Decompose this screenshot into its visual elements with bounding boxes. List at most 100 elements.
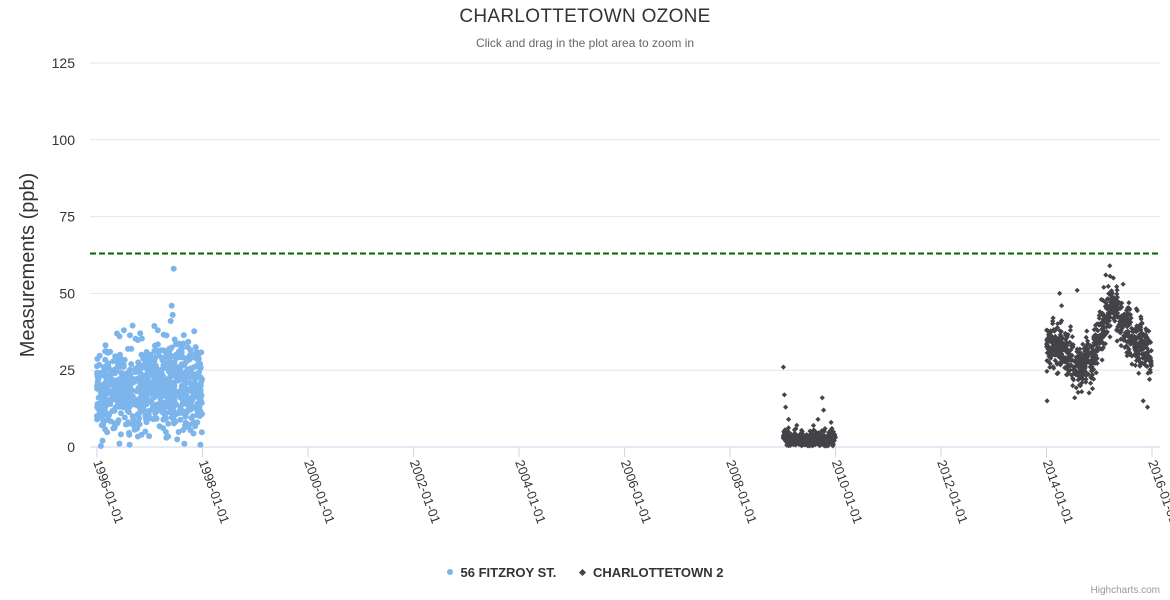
data-point[interactable] — [1094, 321, 1100, 327]
legend-item-fitzroy[interactable]: 56 FITZROY ST. — [446, 565, 556, 580]
data-point[interactable] — [782, 436, 788, 442]
data-point[interactable] — [1056, 349, 1062, 356]
data-point[interactable] — [198, 429, 205, 436]
data-point[interactable] — [150, 369, 156, 376]
data-point[interactable] — [159, 385, 166, 392]
data-point[interactable] — [173, 388, 179, 395]
data-point[interactable] — [1044, 327, 1050, 333]
data-point[interactable] — [178, 376, 185, 383]
data-point[interactable] — [120, 362, 127, 369]
data-point[interactable] — [1085, 338, 1091, 344]
data-point[interactable] — [151, 323, 158, 329]
data-point[interactable] — [1141, 360, 1147, 367]
data-point[interactable] — [1065, 370, 1071, 376]
data-point[interactable] — [786, 416, 792, 422]
data-point[interactable] — [160, 416, 167, 423]
data-point[interactable] — [1081, 345, 1087, 352]
data-point[interactable] — [139, 394, 146, 401]
data-point[interactable] — [153, 385, 160, 392]
data-point[interactable] — [1075, 389, 1081, 395]
data-point[interactable] — [1063, 372, 1070, 378]
data-point[interactable] — [198, 377, 205, 384]
data-point[interactable] — [102, 426, 109, 433]
data-point[interactable] — [1074, 287, 1080, 293]
data-point[interactable] — [119, 382, 126, 389]
data-point[interactable] — [97, 443, 104, 449]
data-point[interactable] — [1143, 326, 1149, 332]
data-point[interactable] — [1067, 352, 1073, 358]
data-point[interactable] — [154, 347, 160, 354]
data-point[interactable] — [1121, 337, 1127, 343]
data-point[interactable] — [780, 364, 786, 370]
data-point[interactable] — [1065, 367, 1071, 373]
data-point[interactable] — [1058, 329, 1064, 335]
data-point[interactable] — [175, 410, 182, 417]
data-point[interactable] — [1144, 404, 1151, 410]
data-point[interactable] — [1101, 324, 1107, 330]
data-point[interactable] — [1125, 310, 1131, 316]
data-point[interactable] — [1052, 333, 1058, 339]
data-point[interactable] — [159, 401, 166, 408]
data-point[interactable] — [1104, 313, 1111, 319]
data-point[interactable] — [1045, 328, 1051, 334]
data-point[interactable] — [1142, 340, 1149, 346]
data-point[interactable] — [1100, 334, 1106, 340]
data-point[interactable] — [138, 335, 145, 342]
data-point[interactable] — [793, 432, 799, 438]
data-point[interactable] — [174, 436, 181, 443]
data-point[interactable] — [1052, 327, 1058, 333]
data-point[interactable] — [124, 381, 131, 388]
data-point[interactable] — [1089, 368, 1095, 374]
data-point[interactable] — [1127, 352, 1133, 358]
data-point[interactable] — [1139, 347, 1145, 353]
data-point[interactable] — [1119, 320, 1125, 327]
data-point[interactable] — [1126, 346, 1132, 352]
data-point[interactable] — [187, 373, 194, 380]
data-point[interactable] — [1147, 369, 1153, 375]
data-point[interactable] — [143, 416, 149, 423]
data-point[interactable] — [1147, 356, 1153, 362]
data-point[interactable] — [183, 385, 190, 392]
data-point[interactable] — [165, 420, 172, 427]
data-point[interactable] — [175, 429, 182, 435]
data-point[interactable] — [1103, 305, 1109, 311]
data-point[interactable] — [824, 443, 830, 449]
data-point[interactable] — [129, 322, 136, 329]
data-point[interactable] — [1120, 281, 1126, 287]
data-point[interactable] — [1100, 320, 1106, 326]
data-point[interactable] — [148, 385, 155, 392]
data-point[interactable] — [1114, 284, 1120, 290]
data-point[interactable] — [1075, 371, 1081, 377]
data-point[interactable] — [150, 364, 157, 371]
data-point[interactable] — [1126, 333, 1132, 339]
data-point[interactable] — [1089, 372, 1096, 378]
data-point[interactable] — [785, 425, 792, 431]
data-point[interactable] — [829, 441, 835, 447]
data-point[interactable] — [1079, 380, 1085, 386]
data-point[interactable] — [1119, 313, 1125, 319]
data-point[interactable] — [1048, 328, 1054, 334]
data-point[interactable] — [186, 407, 193, 414]
data-point[interactable] — [1096, 315, 1102, 321]
data-point[interactable] — [1124, 321, 1130, 327]
data-point[interactable] — [821, 437, 827, 443]
data-point[interactable] — [94, 363, 100, 370]
data-point[interactable] — [799, 429, 805, 435]
data-point[interactable] — [1094, 333, 1100, 339]
data-point[interactable] — [1111, 315, 1117, 321]
data-point[interactable] — [161, 379, 168, 386]
data-point[interactable] — [1058, 334, 1064, 340]
data-point[interactable] — [1068, 324, 1074, 330]
data-point[interactable] — [1113, 306, 1119, 312]
data-point[interactable] — [117, 431, 124, 438]
data-point[interactable] — [132, 335, 139, 342]
data-point[interactable] — [102, 342, 109, 349]
data-point[interactable] — [1105, 303, 1111, 309]
data-point[interactable] — [1093, 347, 1099, 353]
data-point[interactable] — [98, 414, 105, 421]
data-point[interactable] — [1046, 353, 1052, 359]
data-point[interactable] — [1050, 364, 1056, 370]
data-point[interactable] — [1119, 324, 1125, 330]
data-point[interactable] — [1075, 377, 1081, 383]
data-point[interactable] — [1136, 355, 1142, 362]
